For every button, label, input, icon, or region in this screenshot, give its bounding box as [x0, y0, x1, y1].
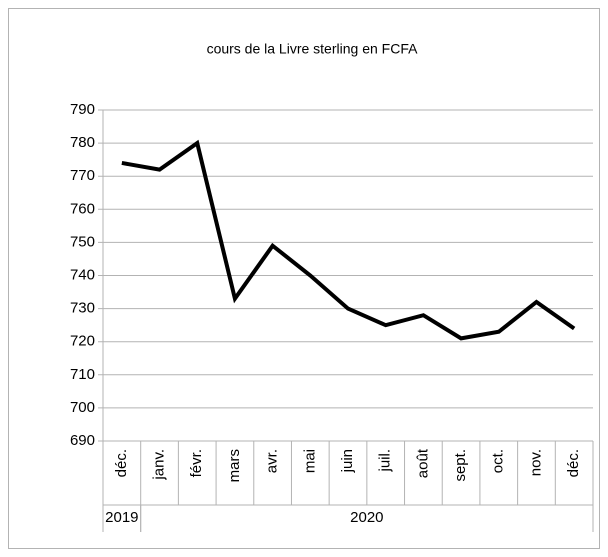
x-tick-label: juil. [377, 449, 394, 473]
x-tick-label: août [414, 448, 431, 478]
y-tick-label: 690 [70, 432, 95, 449]
x-tick-label: avr. [264, 449, 281, 473]
x-tick-label: mars [226, 449, 243, 482]
x-tick-label: déc. [113, 449, 130, 477]
y-tick-label: 730 [70, 300, 95, 317]
x-tick-label: nov. [527, 449, 544, 476]
y-tick-label: 780 [70, 134, 95, 151]
line-series [121, 139, 576, 341]
y-tick-label: 770 [70, 167, 95, 184]
x-tick-label: juin [339, 449, 356, 473]
x-tick-label: sept. [452, 449, 469, 482]
y-tick-label: 710 [70, 366, 95, 383]
y-tick-label: 740 [70, 266, 95, 283]
y-tick-label: 720 [70, 333, 95, 350]
x-tick-label: janv. [151, 449, 168, 481]
x-tick-label: déc. [565, 449, 582, 477]
chart-border [8, 8, 600, 549]
x-tick-label: mai [301, 449, 318, 473]
group-label: 2019 [105, 509, 138, 526]
x-tick-label: févr. [188, 449, 205, 477]
chart-title: cours de la Livre sterling en FCFA [207, 41, 419, 57]
group-label: 2020 [350, 509, 383, 526]
y-tick-label: 760 [70, 200, 95, 217]
x-tick-label: oct. [490, 449, 507, 473]
y-tick-label: 700 [70, 399, 95, 416]
y-tick-label: 790 [70, 101, 95, 118]
y-tick-label: 750 [70, 233, 95, 250]
